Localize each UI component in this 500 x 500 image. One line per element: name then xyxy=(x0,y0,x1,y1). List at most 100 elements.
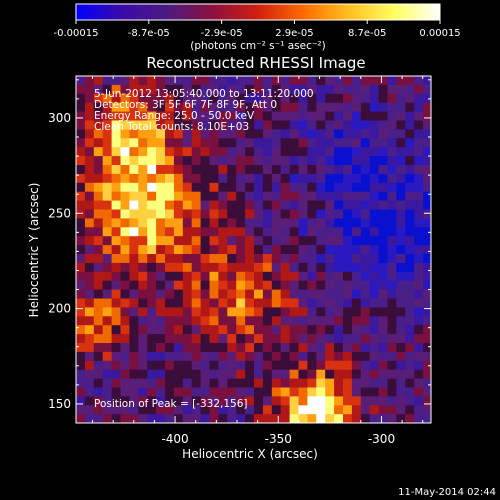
heatmap-cell xyxy=(93,414,104,423)
heatmap-cell xyxy=(245,262,255,273)
heatmap-cell xyxy=(360,76,371,86)
heatmap-cell xyxy=(93,191,104,202)
heatmap-cell xyxy=(271,182,282,193)
heatmap-cell xyxy=(423,76,431,86)
heatmap-cell xyxy=(271,245,282,255)
heatmap-cell xyxy=(369,280,380,291)
heatmap-cell xyxy=(423,182,431,193)
heatmap-cell xyxy=(351,325,362,335)
heatmap-cell xyxy=(102,325,113,335)
heatmap-cell xyxy=(120,369,130,380)
heatmap-cell xyxy=(414,271,424,282)
heatmap-cell xyxy=(289,182,300,193)
heatmap-cell xyxy=(245,378,255,389)
heatmap-cell xyxy=(414,289,424,300)
heatmap-cell xyxy=(396,200,406,211)
heatmap-cell xyxy=(343,147,353,157)
heatmap-cell xyxy=(245,254,255,264)
heatmap-cell xyxy=(289,111,300,122)
heatmap-cell xyxy=(245,307,255,317)
heatmap-cell xyxy=(93,378,104,389)
heatmap-cell xyxy=(147,405,157,415)
heatmap-cell xyxy=(165,191,175,202)
heatmap-cell xyxy=(200,102,211,113)
heatmap-cell xyxy=(298,76,308,86)
heatmap-cell xyxy=(262,351,273,362)
heatmap-cell xyxy=(423,369,431,380)
heatmap-cell xyxy=(360,378,371,389)
heatmap-cell xyxy=(209,236,219,246)
heatmap-cell xyxy=(147,351,157,362)
heatmap-cell xyxy=(316,396,326,406)
heatmap-cell xyxy=(173,182,184,193)
heatmap-cell xyxy=(227,156,237,166)
heatmap-cell xyxy=(307,289,317,300)
heatmap-cell xyxy=(191,191,202,202)
heatmap-cell xyxy=(289,405,300,415)
heatmap-cell xyxy=(289,316,300,326)
heatmap-cell xyxy=(396,387,406,397)
heatmap-cell xyxy=(325,298,335,308)
heatmap-cell xyxy=(387,111,397,122)
heatmap-cell xyxy=(120,343,130,353)
heatmap-cell xyxy=(182,245,193,255)
heatmap-cell xyxy=(245,289,255,300)
heatmap-cell xyxy=(147,120,157,130)
heatmap-cell xyxy=(182,325,193,335)
heatmap-cell xyxy=(191,102,202,113)
heatmap-cell xyxy=(289,289,300,300)
heatmap-cell xyxy=(147,129,157,139)
heatmap-cell xyxy=(76,165,86,175)
heatmap-cell xyxy=(138,84,148,95)
heatmap-cell xyxy=(343,351,353,362)
heatmap-cell xyxy=(378,387,389,397)
heatmap-cell xyxy=(191,129,202,139)
heatmap-cell xyxy=(298,307,308,317)
heatmap-cell xyxy=(182,289,193,300)
heatmap-cell xyxy=(396,227,406,237)
heatmap-cell xyxy=(316,236,326,246)
heatmap-cell xyxy=(245,218,255,228)
heatmap-cell xyxy=(191,120,202,130)
heatmap-cell xyxy=(138,307,148,317)
heatmap-cell xyxy=(138,316,148,326)
heatmap-cell xyxy=(351,343,362,353)
heatmap-cell xyxy=(334,271,344,282)
heatmap-cell xyxy=(396,147,406,157)
heatmap-cell xyxy=(289,200,300,211)
heatmap-cell xyxy=(316,369,326,380)
heatmap-cell xyxy=(165,405,175,415)
heatmap-cell xyxy=(129,280,139,291)
heatmap-cell xyxy=(405,280,415,291)
heatmap-cell xyxy=(307,120,317,130)
heatmap-cell xyxy=(343,289,353,300)
heatmap-cell xyxy=(289,351,300,362)
heatmap-cell xyxy=(218,396,228,406)
heatmap-cell xyxy=(396,280,406,291)
heatmap-cell xyxy=(262,307,273,317)
heatmap-cell xyxy=(182,120,193,130)
heatmap-cell xyxy=(120,351,130,362)
heatmap-cell xyxy=(147,102,157,113)
heatmap-cell xyxy=(414,84,424,95)
heatmap-cell xyxy=(378,414,389,423)
heatmap-cell xyxy=(182,227,193,237)
heatmap-cell xyxy=(138,245,148,255)
heatmap-cell xyxy=(156,236,166,246)
heatmap-cell xyxy=(245,138,255,148)
heatmap-cell xyxy=(325,369,335,380)
heatmap-cell xyxy=(414,227,424,237)
heatmap-cell xyxy=(165,360,175,371)
heatmap-cell xyxy=(191,369,202,380)
heatmap-cell xyxy=(298,182,308,193)
heatmap-cell xyxy=(76,307,86,317)
heatmap-cell xyxy=(369,343,380,353)
heatmap-cell xyxy=(218,218,228,228)
heatmap-cell xyxy=(76,369,86,380)
heatmap-cell xyxy=(351,200,362,211)
heatmap-cell xyxy=(325,102,335,113)
heatmap-cell xyxy=(147,414,157,423)
heatmap-cell xyxy=(93,325,104,335)
heatmap-cell xyxy=(387,147,397,157)
heatmap-cell xyxy=(218,102,228,113)
